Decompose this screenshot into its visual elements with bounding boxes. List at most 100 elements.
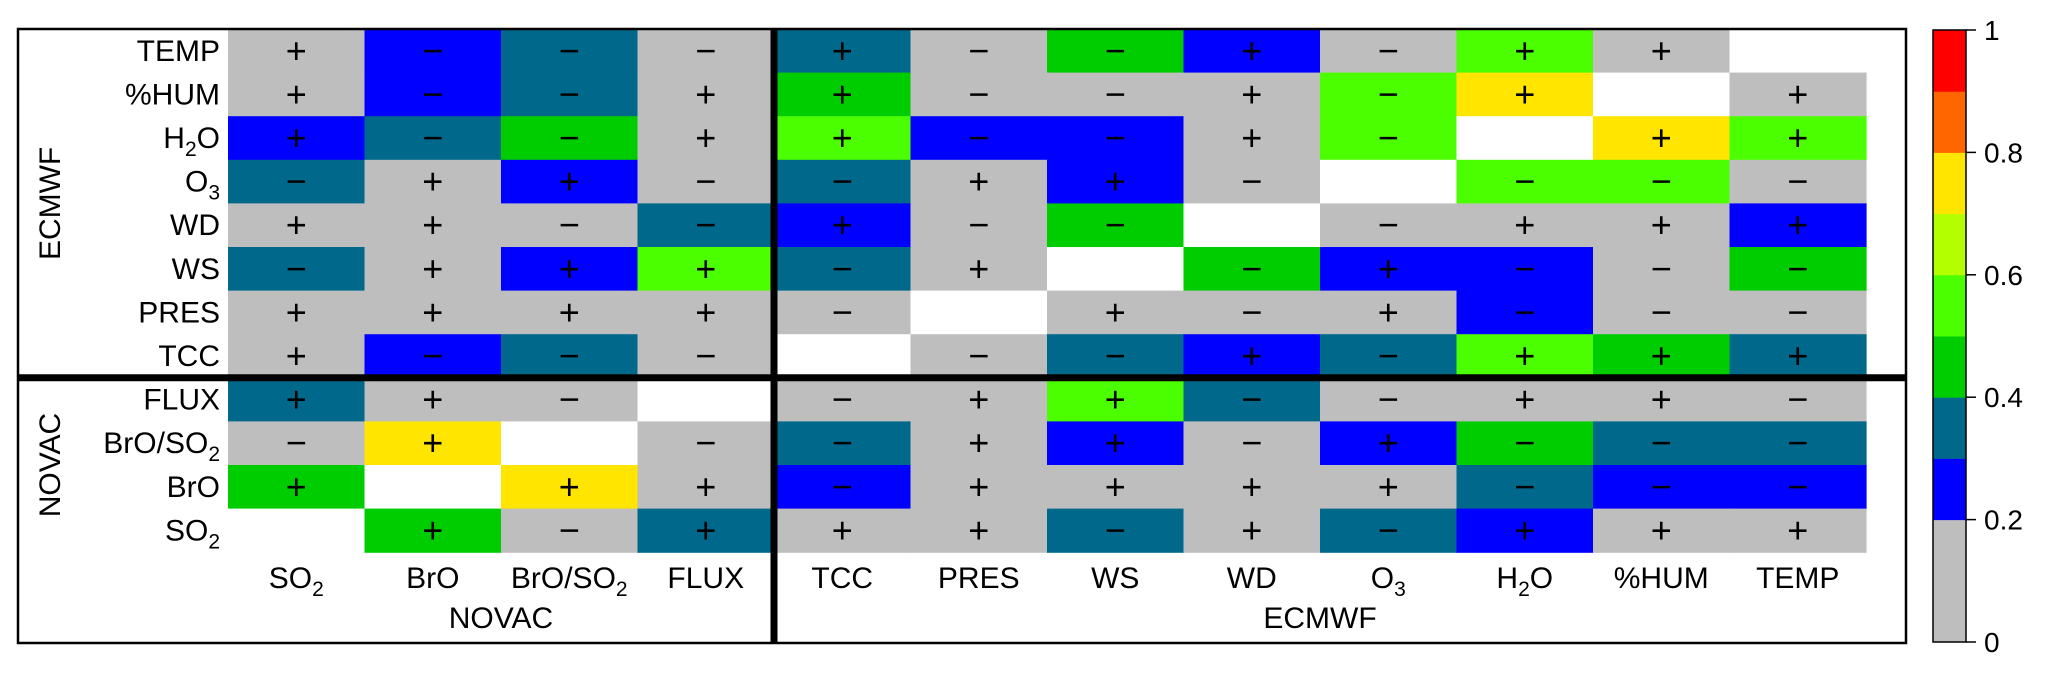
heatmap-cell-r2-c11 [1729,116,1867,161]
row-label-7-text: TCC [158,340,220,373]
heatmap-cell-r11-c4 [774,508,912,553]
cell-sign-r8-c9: + [1514,379,1535,420]
cell-sign-r7-c0: + [286,335,307,376]
cell-sign-r5-c2: + [559,248,580,289]
colorbar-bin-5 [1933,213,1966,276]
cell-sign-r7-c2: − [559,335,580,376]
row-group-label-0: ECMWF [34,147,67,260]
cell-sign-r11-c8: − [1378,509,1399,550]
colorbar-bin-4 [1933,274,1966,337]
heatmap-cell-r9-c5 [910,421,1048,466]
cell-sign-r4-c10: + [1651,204,1672,245]
heatmap-cell-r3-c0 [228,159,366,204]
row-label-1-text: %HUM [125,78,220,111]
heatmap-cell-r5-c5 [910,247,1048,292]
cell-sign-r2-c10: + [1651,117,1672,158]
heatmap-cell-r8-c10 [1593,377,1731,422]
heatmap-cell-r2-c8 [1320,116,1458,161]
heatmap-cell-r4-c3 [637,203,775,248]
colorbar-bin-2 [1933,397,1966,459]
cell-sign-r2-c1: − [422,117,443,158]
heatmap-cell-r2-c1 [364,116,502,161]
heatmap-cell-r8-c0 [228,377,366,422]
cell-sign-r2-c0: + [286,117,307,158]
heatmap-cell-r4-c5 [910,203,1048,248]
heatmap-cell-r0-c10 [1593,29,1731,74]
cell-sign-r3-c1: + [422,161,443,202]
cell-sign-r8-c2: − [559,379,580,420]
heatmap-cell-r3-c4 [774,159,912,204]
cell-sign-r8-c8: − [1378,379,1399,420]
heatmap-cell-r0-c8 [1320,29,1458,74]
cell-sign-r3-c11: − [1787,161,1808,202]
heatmap-cell-r7-c4 [774,334,912,379]
heatmap-cell-r1-c10 [1593,72,1731,117]
cell-sign-r3-c0: − [286,161,307,202]
heatmap-cell-r0-c3 [637,29,775,74]
row-label-2: H2O [163,122,220,161]
colorbar-bin-0 [1933,519,1966,643]
cell-sign-r8-c7: − [1241,379,1262,420]
cell-sign-r0-c7: + [1241,30,1262,71]
col-label-7-text: WD [1227,562,1277,595]
cell-sign-r6-c10: − [1651,291,1672,332]
cell-sign-r4-c3: − [695,204,716,245]
cell-sign-r0-c2: − [559,30,580,71]
cell-sign-r3-c7: − [1241,161,1262,202]
col-label-9: H2O [1496,562,1553,601]
cell-sign-r11-c10: + [1651,509,1672,550]
cell-sign-r0-c1: − [422,30,443,71]
heatmap-cell-r8-c3 [637,377,775,422]
heatmap-cell-r0-c4 [774,29,912,74]
colorbar-bin-1 [1933,458,1966,521]
heatmap-cell-r10-c5 [910,465,1048,510]
cell-sign-r1-c3: + [695,73,716,114]
cell-sign-r9-c4: − [832,422,853,463]
cell-sign-r2-c2: − [559,117,580,158]
cell-sign-r8-c1: + [422,379,443,420]
row-label-1: %HUM [125,78,220,111]
cell-sign-r5-c8: + [1378,248,1399,289]
heatmap-cell-r7-c2 [501,334,639,379]
heatmap-cell-r4-c1 [364,203,502,248]
cell-sign-r6-c3: + [695,291,716,332]
heatmap-cell-r3-c11 [1729,159,1867,204]
cell-sign-r8-c4: − [832,379,853,420]
cell-sign-r5-c3: + [695,248,716,289]
cell-sign-r6-c7: − [1241,291,1262,332]
col-label-9-suffix: O [1530,562,1553,595]
cell-sign-r10-c5: + [968,466,989,507]
row-label-11-text: SO [165,514,208,547]
heatmap-cell-r3-c5 [910,159,1048,204]
col-label-2: BrO/SO2 [511,562,628,601]
cell-sign-r2-c6: − [1105,117,1126,158]
cell-sign-r10-c8: + [1378,466,1399,507]
row-label-9: BrO/SO2 [103,427,220,466]
col-label-7: WD [1227,562,1277,595]
heatmap-cell-r1-c9 [1456,72,1594,117]
cell-sign-r1-c4: + [832,73,853,114]
heatmap-cell-r6-c5 [910,290,1048,335]
heatmap-cell-r9-c2 [501,421,639,466]
heatmap-cell-r1-c0 [228,72,366,117]
col-label-8-text: O [1371,562,1394,595]
row-label-7: TCC [158,340,220,373]
heatmap-cell-r6-c10 [1593,290,1731,335]
plot-frame [16,27,1908,645]
cell-sign-r10-c4: − [832,466,853,507]
heatmap-cell-r11-c6 [1047,508,1185,553]
row-label-10-text: BrO [167,471,220,504]
heatmap-cell-r0-c7 [1183,29,1321,74]
heatmap-cell-r5-c9 [1456,247,1594,292]
cell-sign-r5-c11: − [1787,248,1808,289]
heatmap-cell-r11-c5 [910,508,1048,553]
heatmap-cell-r2-c5 [910,116,1048,161]
heatmap-cell-r0-c9 [1456,29,1594,74]
heatmap-cell-r4-c0 [228,203,366,248]
cell-sign-r6-c1: + [422,291,443,332]
cell-sign-r3-c9: − [1514,161,1535,202]
cell-sign-r2-c7: + [1241,117,1262,158]
heatmap-cell-r2-c6 [1047,116,1185,161]
